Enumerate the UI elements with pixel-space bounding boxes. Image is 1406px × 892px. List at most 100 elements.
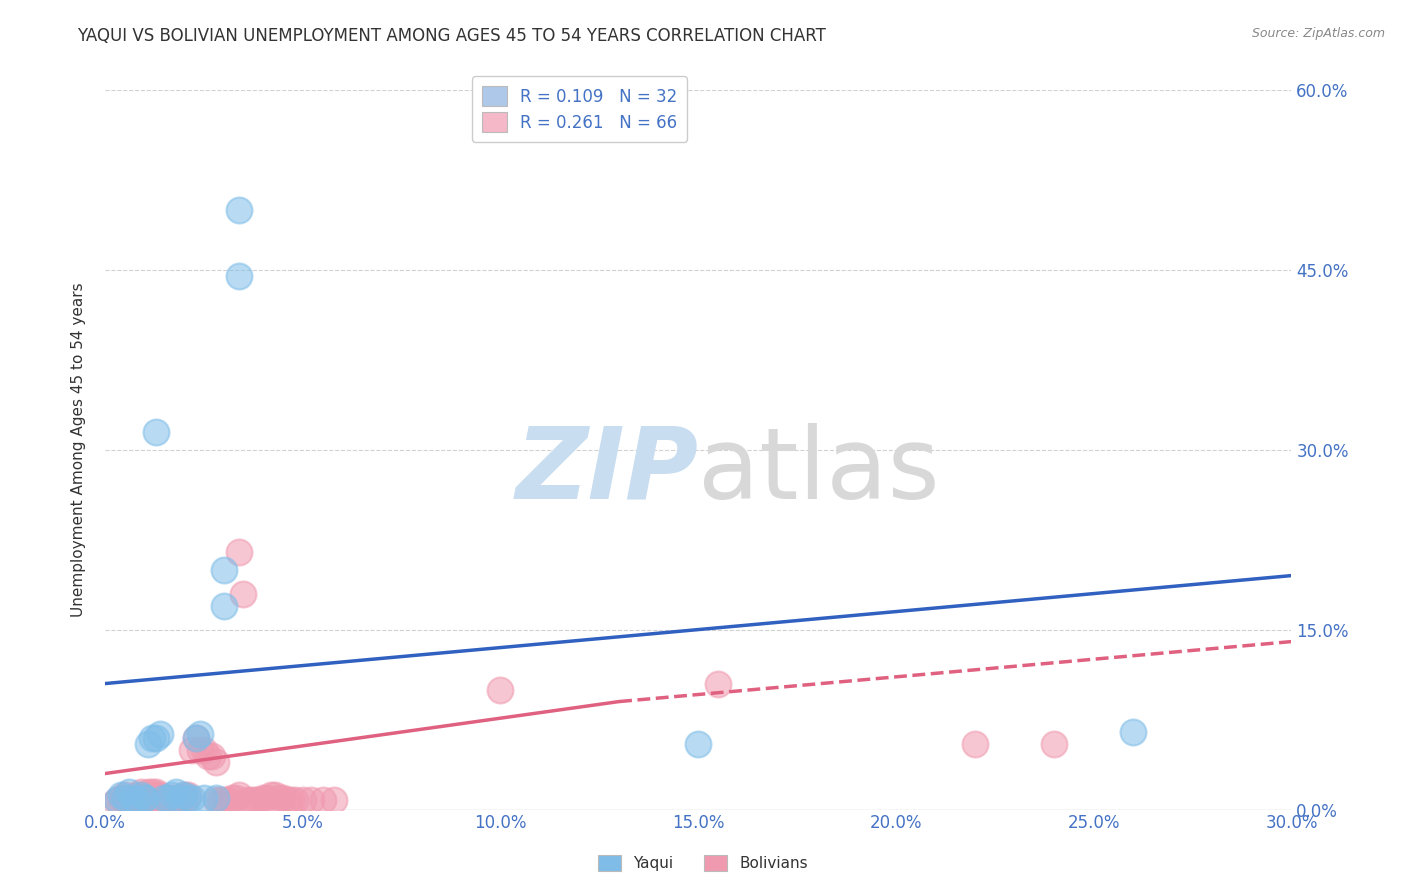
Point: [204, 793, 226, 807]
Point: [228, 788, 250, 802]
Point: [299, 793, 322, 807]
Point: [173, 790, 195, 805]
Point: [252, 790, 274, 805]
Point: [489, 682, 512, 697]
Point: [149, 727, 172, 741]
Point: [228, 544, 250, 558]
Point: [280, 793, 302, 807]
Point: [125, 788, 148, 802]
Point: [134, 797, 156, 811]
Point: [145, 731, 167, 745]
Point: [105, 793, 128, 807]
Point: [114, 790, 136, 805]
Point: [177, 788, 200, 802]
Point: [193, 790, 215, 805]
Point: [184, 731, 207, 745]
Point: [114, 793, 136, 807]
Text: Source: ZipAtlas.com: Source: ZipAtlas.com: [1251, 27, 1385, 40]
Point: [134, 790, 156, 805]
Point: [134, 788, 156, 802]
Point: [101, 797, 124, 811]
Point: [271, 790, 294, 805]
Point: [169, 790, 191, 805]
Point: [121, 790, 143, 805]
Point: [173, 788, 195, 802]
Point: [160, 790, 183, 805]
Point: [184, 731, 207, 745]
Point: [240, 793, 263, 807]
Point: [201, 748, 224, 763]
Point: [311, 793, 333, 807]
Legend: R = 0.109   N = 32, R = 0.261   N = 66: R = 0.109 N = 32, R = 0.261 N = 66: [472, 77, 688, 142]
Point: [276, 793, 298, 807]
Point: [204, 790, 226, 805]
Point: [153, 793, 176, 807]
Text: YAQUI VS BOLIVIAN UNEMPLOYMENT AMONG AGES 45 TO 54 YEARS CORRELATION CHART: YAQUI VS BOLIVIAN UNEMPLOYMENT AMONG AGE…: [77, 27, 827, 45]
Point: [173, 797, 195, 811]
Point: [212, 793, 235, 807]
Point: [153, 790, 176, 805]
Point: [160, 788, 183, 802]
Point: [212, 599, 235, 613]
Point: [157, 790, 180, 805]
Point: [228, 202, 250, 217]
Point: [188, 742, 211, 756]
Point: [110, 788, 132, 802]
Point: [114, 788, 136, 802]
Point: [208, 793, 231, 807]
Point: [688, 737, 710, 751]
Point: [145, 784, 167, 798]
Point: [197, 748, 219, 763]
Point: [204, 755, 226, 769]
Point: [217, 793, 239, 807]
Point: [256, 790, 278, 805]
Point: [228, 268, 250, 283]
Point: [118, 784, 141, 798]
Point: [149, 788, 172, 802]
Point: [153, 790, 176, 805]
Point: [267, 790, 290, 805]
Y-axis label: Unemployment Among Ages 45 to 54 years: Unemployment Among Ages 45 to 54 years: [72, 282, 86, 617]
Point: [129, 784, 152, 798]
Point: [105, 793, 128, 807]
Point: [181, 742, 204, 756]
Point: [165, 790, 187, 805]
Point: [188, 727, 211, 741]
Point: [291, 793, 314, 807]
Point: [221, 790, 243, 805]
Point: [157, 790, 180, 805]
Point: [141, 731, 163, 745]
Point: [138, 784, 160, 798]
Point: [236, 793, 259, 807]
Point: [110, 790, 132, 805]
Point: [129, 788, 152, 802]
Point: [232, 586, 254, 600]
Point: [965, 737, 987, 751]
Text: ZIP: ZIP: [515, 423, 699, 520]
Point: [145, 788, 167, 802]
Point: [134, 790, 156, 805]
Point: [245, 793, 267, 807]
Point: [247, 793, 270, 807]
Point: [284, 793, 307, 807]
Point: [169, 790, 191, 805]
Point: [177, 790, 200, 805]
Point: [260, 788, 283, 802]
Point: [181, 790, 204, 805]
Point: [134, 797, 156, 811]
Point: [145, 425, 167, 439]
Point: [121, 790, 143, 805]
Point: [323, 793, 346, 807]
Point: [165, 784, 187, 798]
Point: [212, 563, 235, 577]
Point: [125, 793, 148, 807]
Legend: Yaqui, Bolivians: Yaqui, Bolivians: [592, 849, 814, 877]
Point: [193, 742, 215, 756]
Point: [264, 788, 287, 802]
Point: [138, 737, 160, 751]
Point: [134, 797, 156, 811]
Point: [173, 788, 195, 802]
Text: atlas: atlas: [699, 423, 939, 520]
Point: [118, 790, 141, 805]
Point: [141, 784, 163, 798]
